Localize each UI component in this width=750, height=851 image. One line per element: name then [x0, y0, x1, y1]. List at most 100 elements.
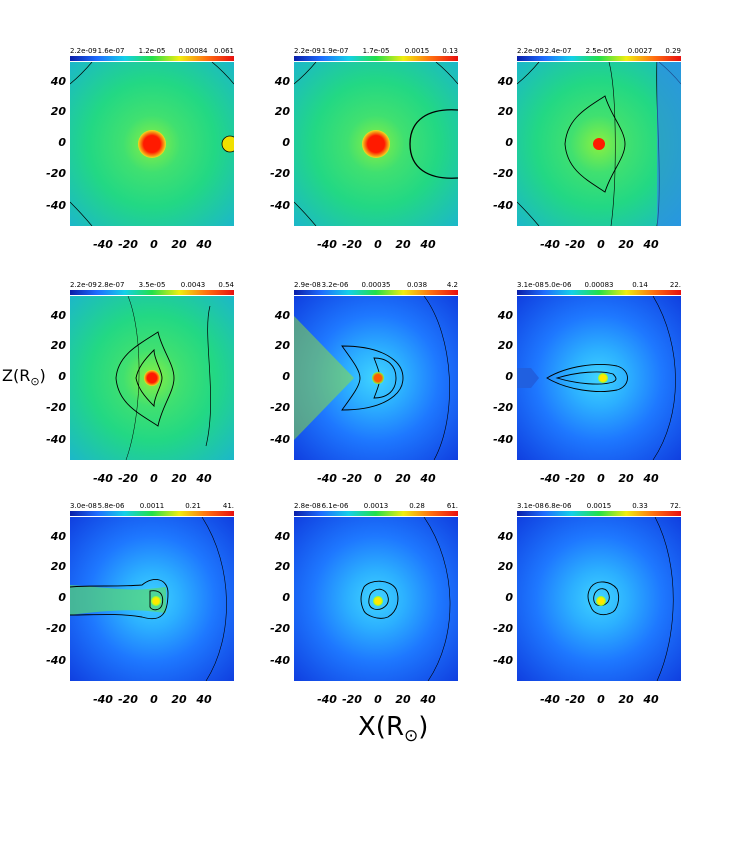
- contour-line: [294, 62, 317, 85]
- contour-line: [564, 95, 626, 193]
- y-tick-label: 40: [497, 309, 513, 322]
- colorbar-tick-label: 5.0e-06: [544, 281, 572, 289]
- x-tick-label: 0: [374, 472, 382, 485]
- contour-line: [360, 580, 399, 619]
- y-tick-label: -20: [270, 167, 290, 180]
- x-tick-label: -20: [565, 238, 585, 251]
- colorbar-tick-label: 0.0015: [404, 47, 430, 55]
- density-plot: [517, 517, 681, 681]
- colorbar-labels: 3.0e-08 5.8e-06 0.0011 0.21 41.: [70, 503, 234, 511]
- contour-line: [70, 201, 93, 226]
- colorbar-tick-label: 6.8e-06: [544, 502, 572, 510]
- x-tick-label: -20: [118, 472, 138, 485]
- x-axis-title-sub: ⊙: [404, 726, 419, 747]
- x-tick-label: 0: [374, 238, 382, 251]
- x-tick-label: 20: [171, 238, 187, 251]
- density-plot: [517, 62, 681, 226]
- contour-line: [205, 305, 211, 447]
- y-tick-label: 20: [497, 339, 513, 352]
- colorbar-tick-label: 22.: [669, 281, 681, 289]
- contour-circle: [593, 138, 605, 150]
- colorbar-tick-label: 0.13: [442, 47, 458, 55]
- colorbar-tick-label: 2.2e-09: [517, 47, 544, 55]
- y-tick-label: -40: [46, 433, 66, 446]
- colorbar-tick-label: 41.: [222, 502, 234, 510]
- y-tick-label: -20: [46, 401, 66, 414]
- y-tick-label: 0: [282, 136, 290, 149]
- colorbar-tick-label: 0.00083: [584, 281, 614, 289]
- contour-circle: [598, 373, 608, 383]
- colorbar: [517, 290, 681, 295]
- panel-3: 2.2e-09 2.4e-07 2.5e-05 0.0027 0.29 40 20 0 -20-…: [493, 48, 681, 251]
- contour-circle: [373, 596, 383, 606]
- contour-line: [423, 296, 450, 460]
- x-tick-label: 40: [196, 238, 212, 251]
- contour-line: [435, 62, 458, 85]
- x-tick-label: 20: [395, 693, 411, 706]
- panel-6: 3.1e-08 5.0e-06 0.00083 0.14 22. 40 20 0 -20 -40-…: [493, 281, 681, 485]
- x-tick-label: 40: [420, 472, 436, 485]
- y-tick-label: 40: [497, 75, 513, 88]
- colorbar: [517, 56, 681, 61]
- colorbar-tick-label: 2.8e-08: [294, 502, 321, 510]
- x-tick-label: -40: [540, 693, 560, 706]
- contour-line: [593, 588, 610, 606]
- density-plot: [294, 517, 458, 681]
- contour-line: [652, 296, 676, 460]
- colorbar-tick-label: 2.4e-07: [544, 47, 572, 55]
- x-tick-label: 0: [150, 238, 158, 251]
- colorbar-tick-label: 3.1e-08: [517, 281, 544, 289]
- shock-region: [657, 62, 681, 226]
- outflow-wedge: [517, 368, 539, 388]
- y-tick-label: 40: [274, 530, 290, 543]
- contour-line: [341, 345, 404, 411]
- outflow-wedge: [294, 316, 354, 440]
- density-plot: [70, 517, 234, 681]
- y-tick-label: 0: [58, 136, 66, 149]
- x-tick-label: -20: [565, 472, 585, 485]
- y-tick-label: -40: [493, 199, 513, 212]
- y-tick-label: 40: [50, 530, 66, 543]
- contour-line: [211, 62, 234, 85]
- x-tick-label: -40: [93, 238, 113, 251]
- contour-line: [201, 517, 227, 681]
- x-tick-label: -40: [317, 693, 337, 706]
- contour-line: [294, 201, 317, 226]
- colorbar-tick-label: 5.8e-06: [97, 502, 125, 510]
- colorbar-labels: 2.2e-09 2.4e-07 2.5e-05 0.0027 0.29: [517, 48, 681, 56]
- colorbar-labels: 2.8e-08 6.1e-06 0.0013 0.28 61.: [294, 503, 458, 511]
- y-tick-label: 0: [505, 370, 513, 383]
- x-tick-label: 0: [374, 693, 382, 706]
- y-tick-label: 40: [274, 75, 290, 88]
- x-tick-label: 40: [420, 238, 436, 251]
- x-tick-label: 0: [150, 693, 158, 706]
- colorbar-tick-label: 0.0027: [627, 47, 653, 55]
- y-tick-label: -20: [270, 622, 290, 635]
- y-tick-label: -40: [270, 199, 290, 212]
- y-tick-label: -20: [493, 167, 513, 180]
- colorbar: [517, 511, 681, 516]
- y-tick-label: 0: [58, 370, 66, 383]
- contour-circle: [138, 130, 166, 158]
- colorbar-tick-label: 0.28: [409, 502, 425, 510]
- x-tick-label: -20: [565, 693, 585, 706]
- colorbar-labels: 2.2e-09 1.9e-07 1.7e-05 0.0015 0.13: [294, 48, 458, 56]
- panel-4: 2.2e-09 2.8e-07 3.5e-05 0.0043 0.54 40 20 0 -20-…: [46, 282, 234, 485]
- panel-9: 3.1e-08 6.8e-06 0.0015 0.33 72. 40 20 0 -20 -40 -4…: [493, 502, 681, 706]
- x-tick-label: 40: [643, 472, 659, 485]
- colorbar-tick-label: 1.9e-07: [321, 47, 349, 55]
- colorbar-tick-label: 61.: [446, 502, 458, 510]
- x-tick-label: 20: [618, 472, 634, 485]
- contour-line: [409, 109, 458, 145]
- x-tick-label: 0: [150, 472, 158, 485]
- colorbar-tick-label: 1.7e-05: [362, 47, 390, 55]
- colorbar-tick-label: 0.00084: [178, 47, 208, 55]
- panel-1: 2.2e-09 1.6e-07 1.2e-05 0.00084 0.061 40 20 0 -2…: [46, 47, 234, 251]
- y-tick-label: 20: [274, 105, 290, 118]
- x-tick-label: -20: [342, 472, 362, 485]
- colorbar-tick-label: 3.1e-08: [517, 502, 544, 510]
- y-tick-label: -40: [46, 654, 66, 667]
- density-plot: [70, 296, 234, 460]
- colorbar-tick-label: 0.00035: [361, 281, 391, 289]
- colorbar-tick-label: 0.0011: [139, 502, 165, 510]
